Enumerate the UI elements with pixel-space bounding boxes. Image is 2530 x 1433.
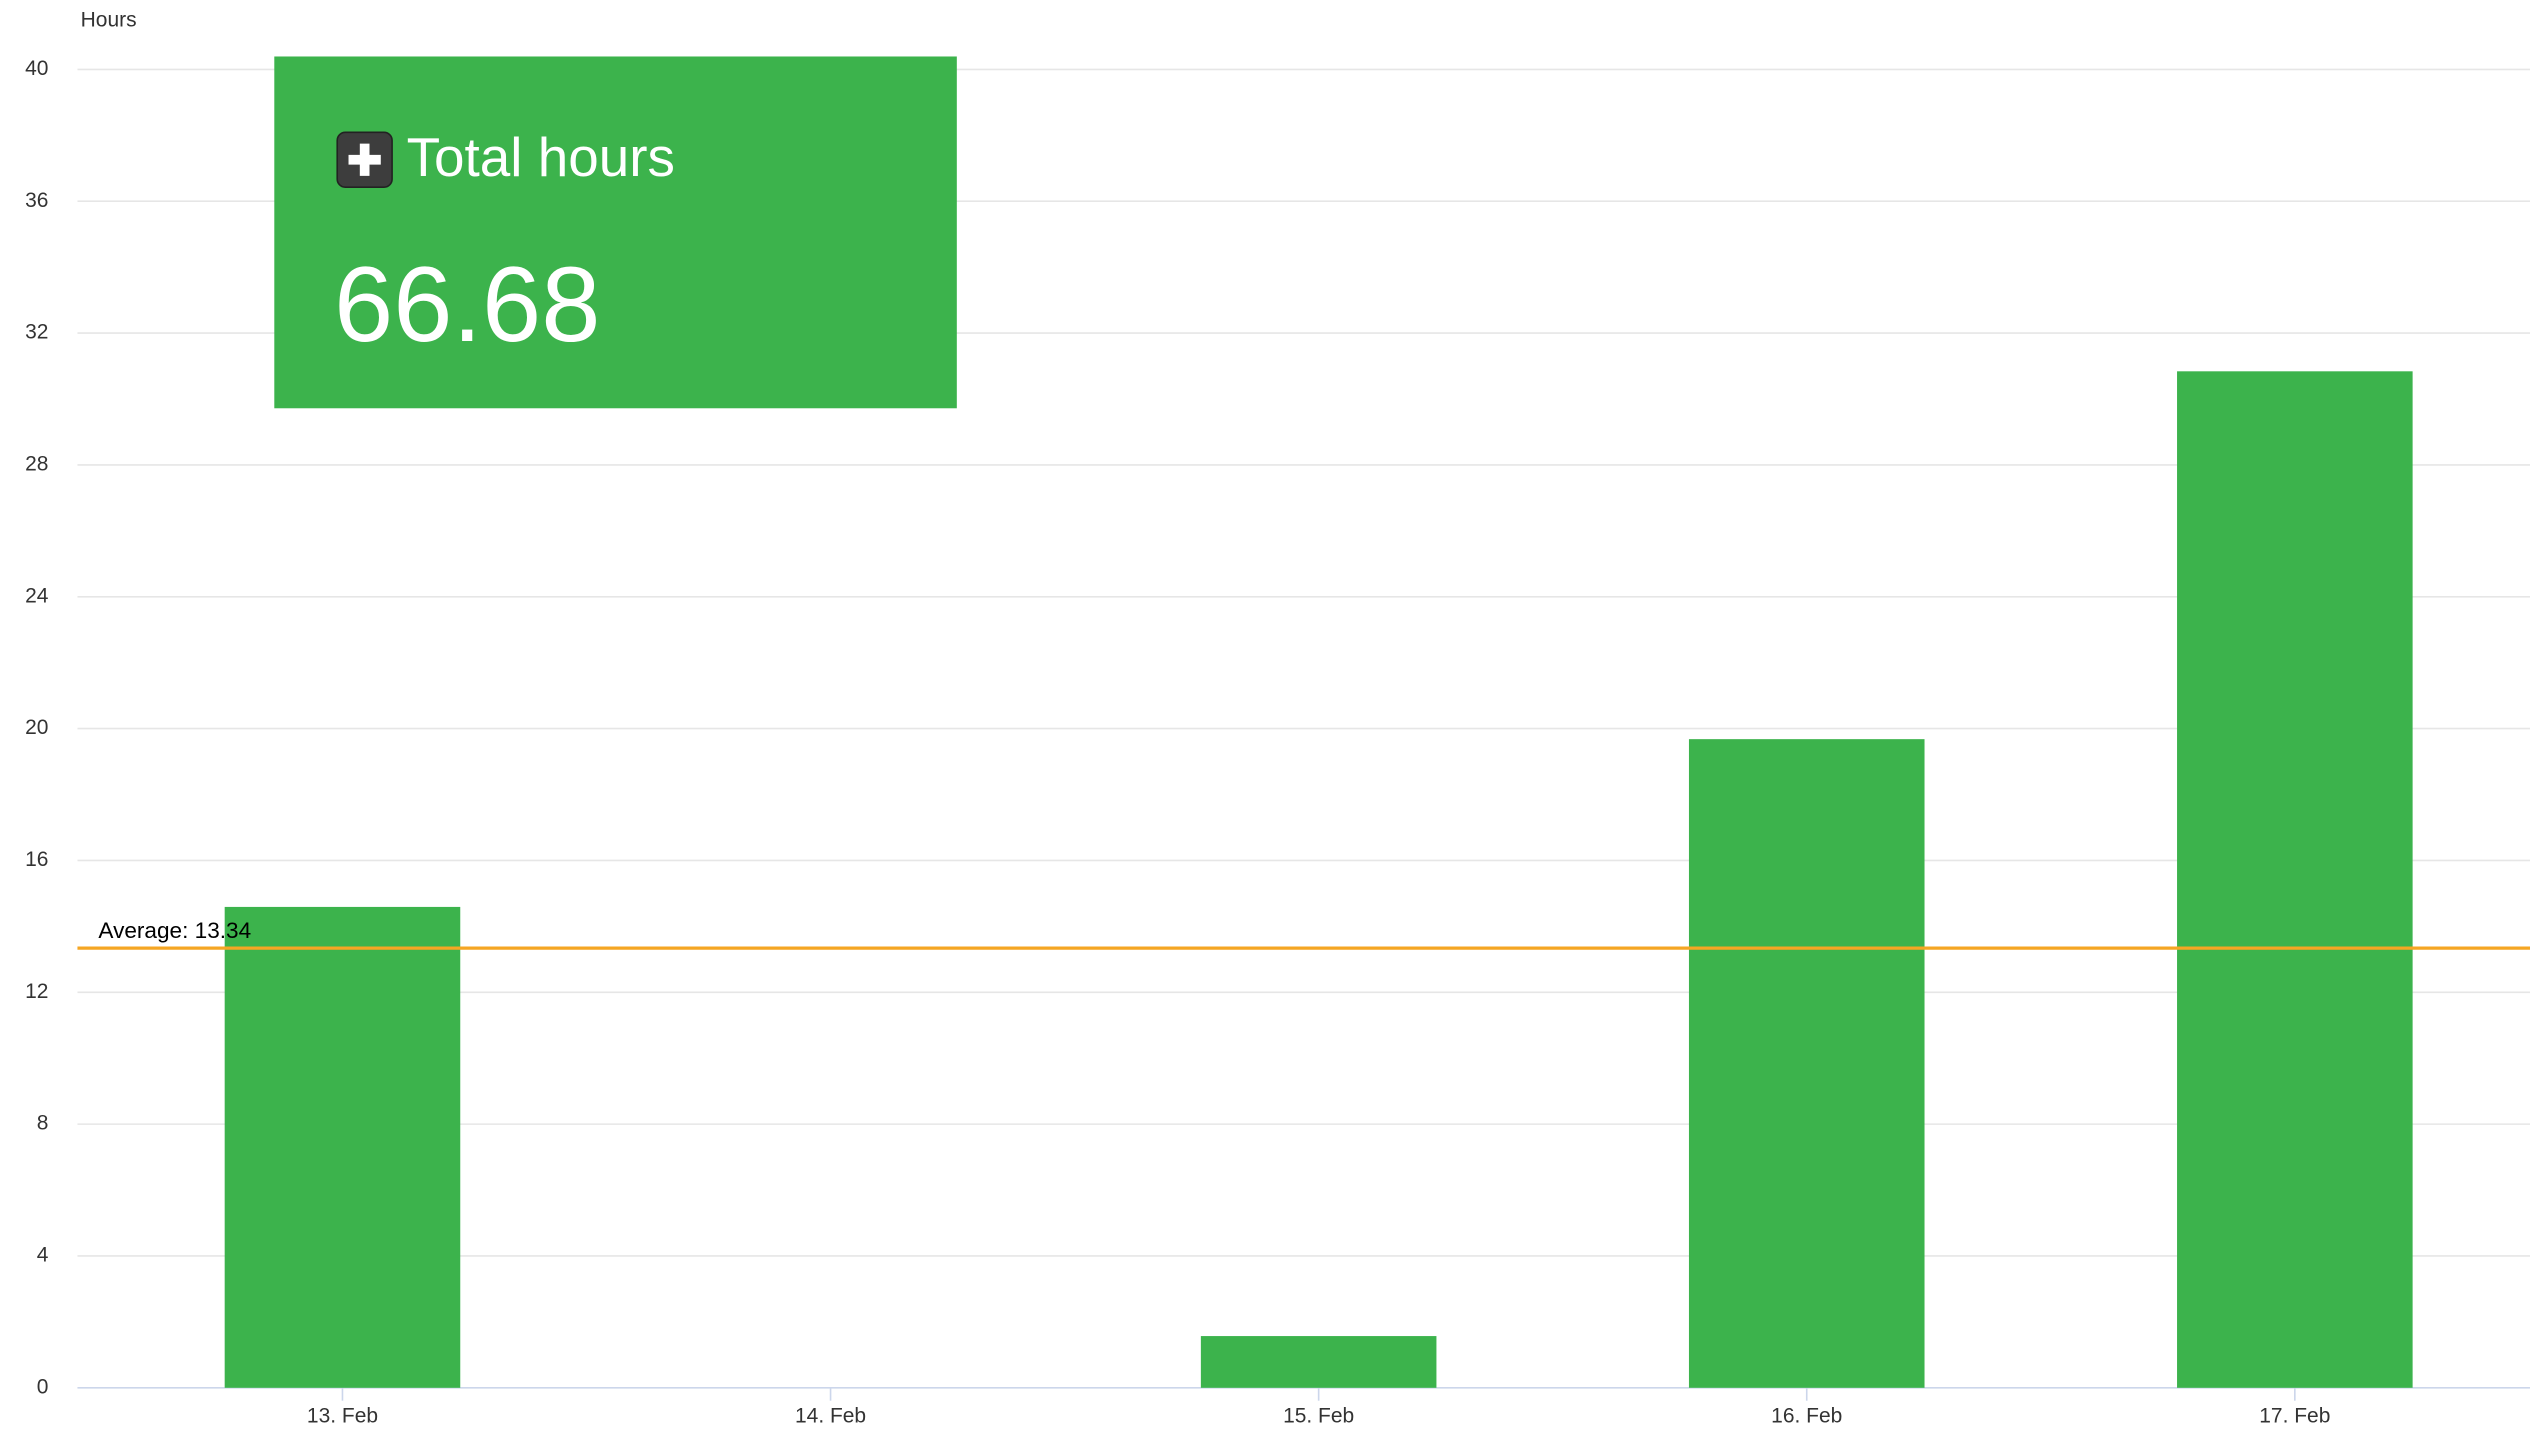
card-background [274, 56, 957, 409]
bar [1200, 1336, 1437, 1388]
x-tick-label: 13. Feb [307, 1404, 378, 1427]
y-tick-label: 24 [25, 584, 49, 607]
plus-sign [348, 143, 381, 176]
y-tick-label: 12 [25, 980, 48, 1003]
x-tick-label: 15. Feb [1283, 1404, 1354, 1427]
average-label: Average: 13.34 [98, 918, 251, 943]
bar [1688, 739, 1925, 1388]
summary-card: Total hours 66.68 [274, 56, 957, 409]
plot-area: 0 4 8 12 16 20 24 28 32 36 40 13. Feb 14. Feb 15. Feb… [25, 57, 2530, 1427]
y-tick-label: 20 [25, 716, 48, 739]
y-axis-title: Hours [81, 9, 137, 32]
y-tick-label: 40 [25, 57, 48, 80]
y-tick-label: 0 [37, 1375, 49, 1398]
y-tick-label: 8 [37, 1112, 49, 1135]
y-tick-label: 16 [25, 848, 48, 871]
y-tick-label: 28 [25, 452, 48, 475]
y-tick-label: 32 [25, 321, 48, 344]
x-tick-label: 16. Feb [1771, 1404, 1842, 1427]
y-tick-label: 36 [25, 189, 48, 212]
x-tick-label: 14. Feb [795, 1404, 866, 1427]
y-tick-label: 4 [37, 1244, 49, 1267]
card-title: Total hours [407, 126, 675, 188]
x-tick-label: 17. Feb [2259, 1404, 2330, 1427]
card-value: 66.68 [334, 245, 600, 364]
bar [224, 906, 461, 1388]
bar [2177, 371, 2413, 1388]
